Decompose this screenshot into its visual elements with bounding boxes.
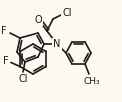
Text: N: N (53, 39, 61, 49)
Text: CH₃: CH₃ (84, 76, 100, 85)
Text: F: F (1, 26, 7, 36)
Text: O: O (34, 15, 42, 25)
Text: Cl: Cl (62, 8, 72, 18)
Text: Cl: Cl (18, 74, 28, 84)
Text: F: F (3, 55, 9, 65)
